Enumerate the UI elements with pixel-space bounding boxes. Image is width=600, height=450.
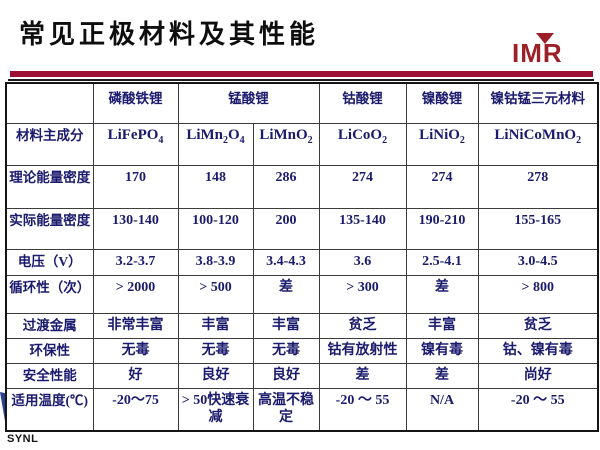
value-cell: > 500 <box>177 274 254 314</box>
row-label: 环保性 <box>5 337 94 364</box>
imr-logo-text: IMR <box>512 38 563 68</box>
row-label: 理论能量密度 <box>5 164 94 209</box>
table-row: 实际能量密度 130-140 100-120 200 135-140 190-210 155… <box>5 207 599 250</box>
row-label: 过渡金属 <box>5 312 94 339</box>
material-header-cell: 锰酸锂 <box>177 82 320 124</box>
value-cell: > 50快速衰减 <box>177 387 254 432</box>
table-row: 循环性（次） > 2000 > 500 差 > 300 差 > 800 <box>5 274 599 314</box>
value-cell: 3.4-4.3 <box>252 248 320 276</box>
value-cell: 尚好 <box>477 362 599 389</box>
table-row: 电压（V） 3.2-3.7 3.8-3.9 3.4-4.3 3.6 2.5-4.1 3.0-… <box>5 248 599 276</box>
value-cell: 贫乏 <box>318 312 407 339</box>
row-label: 适用温度(℃) <box>5 387 94 432</box>
value-cell: 278 <box>477 164 599 209</box>
material-header-cell: 镍钴锰三元材料 <box>477 82 599 124</box>
value-cell: > 2000 <box>92 274 179 314</box>
formula-cell: LiMn2O4 <box>177 122 254 166</box>
value-cell: 3.2-3.7 <box>92 248 179 276</box>
value-cell: 丰富 <box>252 312 320 339</box>
value-cell: 3.0-4.5 <box>477 248 599 276</box>
materials-table: 磷酸铁锂 锰酸锂 钴酸锂 镍酸锂 镍钴锰三元材料 材料主成分 LiFePO4 LiMn2O4 L… <box>5 82 599 432</box>
value-cell: 差 <box>318 362 407 389</box>
row-label: 实际能量密度 <box>5 207 94 250</box>
row-label: 安全性能 <box>5 362 94 389</box>
value-cell: 无毒 <box>252 337 320 364</box>
title-divider-rule <box>8 79 594 81</box>
value-cell: 190-210 <box>405 207 479 250</box>
table-row: 安全性能好良好 良好差差尚好 <box>5 362 599 389</box>
value-cell: 差 <box>405 274 479 314</box>
value-cell: 274 <box>405 164 479 209</box>
value-cell: 良好 <box>252 362 320 389</box>
value-cell: > 800 <box>477 274 599 314</box>
value-cell: 135-140 <box>318 207 407 250</box>
title-divider-bar <box>10 71 593 77</box>
value-cell: 丰富 <box>177 312 254 339</box>
corner-cell <box>5 82 94 124</box>
table-row: 过渡金属 非常丰富 丰富 丰富 贫乏 丰富 贫乏 <box>5 312 599 339</box>
value-cell: 良好 <box>177 362 254 389</box>
page-title: 常见正极材料及其性能 <box>19 20 320 49</box>
value-cell: -20 ～ 55 <box>318 387 407 432</box>
value-cell: 155-165 <box>477 207 599 250</box>
table-row: 环保性 无毒 无毒 无毒 钴有放射性 镍有毒 钴、镍有毒 <box>5 337 599 364</box>
material-header-cell: 磷酸铁锂 <box>92 82 179 124</box>
value-cell: 286 <box>252 164 320 209</box>
value-cell: 钴有放射性 <box>318 337 407 364</box>
table-header-row: 磷酸铁锂 锰酸锂 钴酸锂 镍酸锂 镍钴锰三元材料 <box>5 82 599 124</box>
value-cell: 130-140 <box>92 207 179 250</box>
value-cell: 148 <box>177 164 254 209</box>
material-header-cell: 钴酸锂 <box>318 82 407 124</box>
value-cell: 无毒 <box>177 337 254 364</box>
value-cell: 170 <box>92 164 179 209</box>
footer-synl-text: SYNL <box>7 433 39 445</box>
formula-cell: LiMnO2 <box>252 122 320 166</box>
value-cell: > 300 <box>318 274 407 314</box>
imr-logo-triangle-icon <box>536 33 554 44</box>
material-header-cell: 镍酸锂 <box>405 82 479 124</box>
value-cell: 好 <box>92 362 179 389</box>
formula-cell: LiFePO4 <box>92 122 179 166</box>
value-cell: 钴、镍有毒 <box>477 337 599 364</box>
value-cell: 贫乏 <box>477 312 599 339</box>
table-row: 适用温度(℃) -20～75 > 50快速衰减 高温不稳定 -20 ～ 55 N/A -20… <box>5 387 599 432</box>
value-cell: 非常丰富 <box>92 312 179 339</box>
value-cell: 丰富 <box>405 312 479 339</box>
value-cell: 3.6 <box>318 248 407 276</box>
formula-cell: LiNiO2 <box>405 122 479 166</box>
formula-cell: LiNiCoMnO2 <box>477 122 599 166</box>
table-row: 理论能量密度 170 148 286 274 274 278 <box>5 164 599 209</box>
value-cell: 镍有毒 <box>405 337 479 364</box>
value-cell: 高温不稳定 <box>252 387 320 432</box>
value-cell: -20～75 <box>92 387 179 432</box>
imr-logo: IMR <box>512 33 588 70</box>
value-cell: 无毒 <box>92 337 179 364</box>
formula-cell: LiCoO2 <box>318 122 407 166</box>
value-cell: 200 <box>252 207 320 250</box>
value-cell: 差 <box>252 274 320 314</box>
value-cell: 差 <box>405 362 479 389</box>
value-cell: -20 ～ 55 <box>477 387 599 432</box>
row-label: 电压（V） <box>5 248 94 276</box>
value-cell: 2.5-4.1 <box>405 248 479 276</box>
value-cell: 100-120 <box>177 207 254 250</box>
table-row: 材料主成分 LiFePO4 LiMn2O4 LiMnO2 LiCoO2 LiNiO2 LiN… <box>5 122 599 166</box>
value-cell: N/A <box>405 387 479 432</box>
value-cell: 274 <box>318 164 407 209</box>
row-label: 材料主成分 <box>5 122 94 166</box>
value-cell: 3.8-3.9 <box>177 248 254 276</box>
row-label: 循环性（次） <box>5 274 94 314</box>
